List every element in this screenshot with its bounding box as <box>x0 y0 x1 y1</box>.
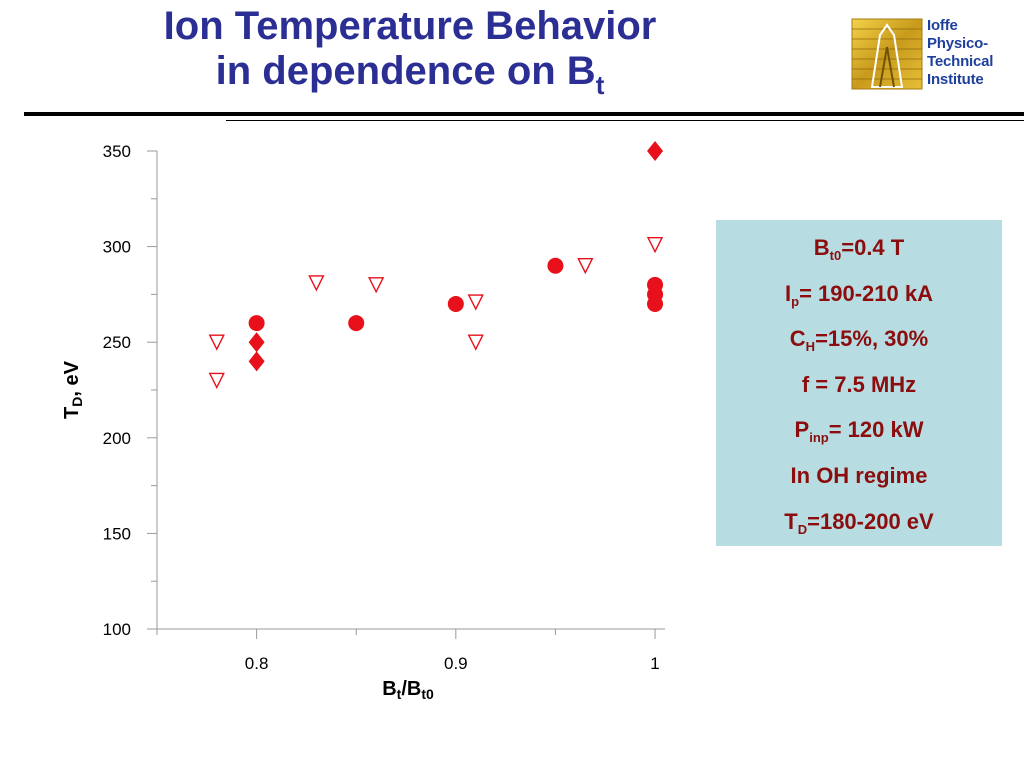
data-point-triangle <box>577 258 594 275</box>
data-point-triangle <box>646 236 664 254</box>
ioffe-emblem-icon <box>851 18 923 90</box>
y-tick-label: 200 <box>103 429 131 448</box>
data-point-triangle <box>308 275 325 292</box>
logo-line: Institute <box>927 71 984 88</box>
param-row: f = 7.5 MHz <box>716 362 1002 408</box>
y-tick-label: 250 <box>103 333 131 352</box>
y-tick-label: 300 <box>103 238 131 257</box>
data-point-circle <box>348 315 365 332</box>
logo-line: Technical <box>927 53 994 70</box>
data-point-circle <box>447 295 464 312</box>
y-axis-label-main: T <box>61 407 83 419</box>
title-line-2: in dependence on Bt <box>90 49 730 108</box>
param-main: B <box>813 235 830 260</box>
param-row: Ip= 190-210 kA <box>716 271 1002 317</box>
title-line-1: Ion Temperature Behavior <box>163 4 657 48</box>
data-point-triangle <box>467 334 484 351</box>
param-row: CH=15%, 30% <box>716 316 1002 362</box>
title-line-2-subscript: t <box>595 70 605 100</box>
x-axis-label-mid: /B <box>401 678 421 700</box>
data-point-circle <box>248 315 265 332</box>
data-point-diamond <box>248 351 265 372</box>
logo-text: Ioffe Physico- Technical Institute <box>927 17 993 89</box>
x-axis-label-sub2: t0 <box>421 686 434 702</box>
data-point-diamond <box>248 332 265 353</box>
institute-logo: Ioffe Physico- Technical Institute <box>850 17 1020 95</box>
logo-line: Ioffe <box>927 17 958 34</box>
chart-axes <box>156 151 665 630</box>
param-sub: t0 <box>829 248 842 263</box>
y-axis-label-rest: , eV <box>61 360 83 396</box>
param-main: f = 7.5 MHz <box>801 371 917 397</box>
title-divider-thin <box>226 120 1024 121</box>
param-main: C <box>789 326 806 352</box>
slide-title: Ion Temperature Behavior in dependence o… <box>90 4 730 108</box>
y-tick-label: 100 <box>103 620 131 639</box>
y-tick-label: 350 <box>103 142 131 161</box>
experiment-parameters-box: Bt0=0.4 T Ip= 190-210 kA CH=15%, 30% f =… <box>716 220 1002 546</box>
param-row: Pinp= 120 kW <box>716 407 1002 453</box>
y-axis-label-sub: D <box>69 397 85 407</box>
x-axis-label: Bt/Bt0 <box>382 678 434 702</box>
param-rest: =180-200 eV <box>807 508 934 534</box>
x-tick-label: 0.9 <box>444 654 468 673</box>
data-point-triangle <box>467 294 484 311</box>
x-tick-label: 0.8 <box>245 654 269 673</box>
data-point-triangle <box>368 277 385 294</box>
data-point-circle <box>547 257 564 274</box>
x-axis-label-sub1: t <box>397 686 402 702</box>
logo-line: Physico- <box>927 35 988 52</box>
param-row: Bt0=0.4 T <box>716 225 1002 271</box>
param-sub: H <box>805 339 816 355</box>
data-point-circle <box>647 295 664 312</box>
x-tick-label: 1 <box>650 654 659 673</box>
title-line-2-text: in dependence on B <box>215 49 596 93</box>
data-point-triangle <box>208 372 225 390</box>
param-row: TD=180-200 eV <box>716 499 1002 545</box>
data-point-triangle <box>208 334 225 351</box>
param-main: I <box>784 280 792 306</box>
param-main: In OH regime <box>790 462 928 488</box>
y-tick-label: 150 <box>103 524 131 543</box>
param-rest: = 120 kW <box>828 417 924 443</box>
param-sub: inp <box>809 430 829 446</box>
param-rest: = 190-210 kA <box>799 280 933 306</box>
param-row: In OH regime <box>716 453 1002 499</box>
param-sub: D <box>797 521 808 537</box>
param-rest: =15%, 30% <box>815 326 929 352</box>
param-main: P <box>794 417 810 443</box>
title-divider-thick <box>24 112 1024 116</box>
ion-temperature-scatter-chart: 100 150 200 250 300 350 0.8 0.9 1 Bt/Bt0 TD, eV <box>61 141 665 702</box>
chart-ticks: 100 150 200 250 300 350 0.8 0.9 1 <box>103 142 660 673</box>
x-axis-label-main: B <box>382 678 396 700</box>
param-main: T <box>784 508 798 534</box>
param-sub: p <box>791 293 800 309</box>
param-rest: =0.4 T <box>841 235 905 260</box>
chart-points <box>208 141 664 390</box>
data-point-diamond <box>647 141 664 161</box>
y-axis-label: TD, eV <box>61 360 85 419</box>
